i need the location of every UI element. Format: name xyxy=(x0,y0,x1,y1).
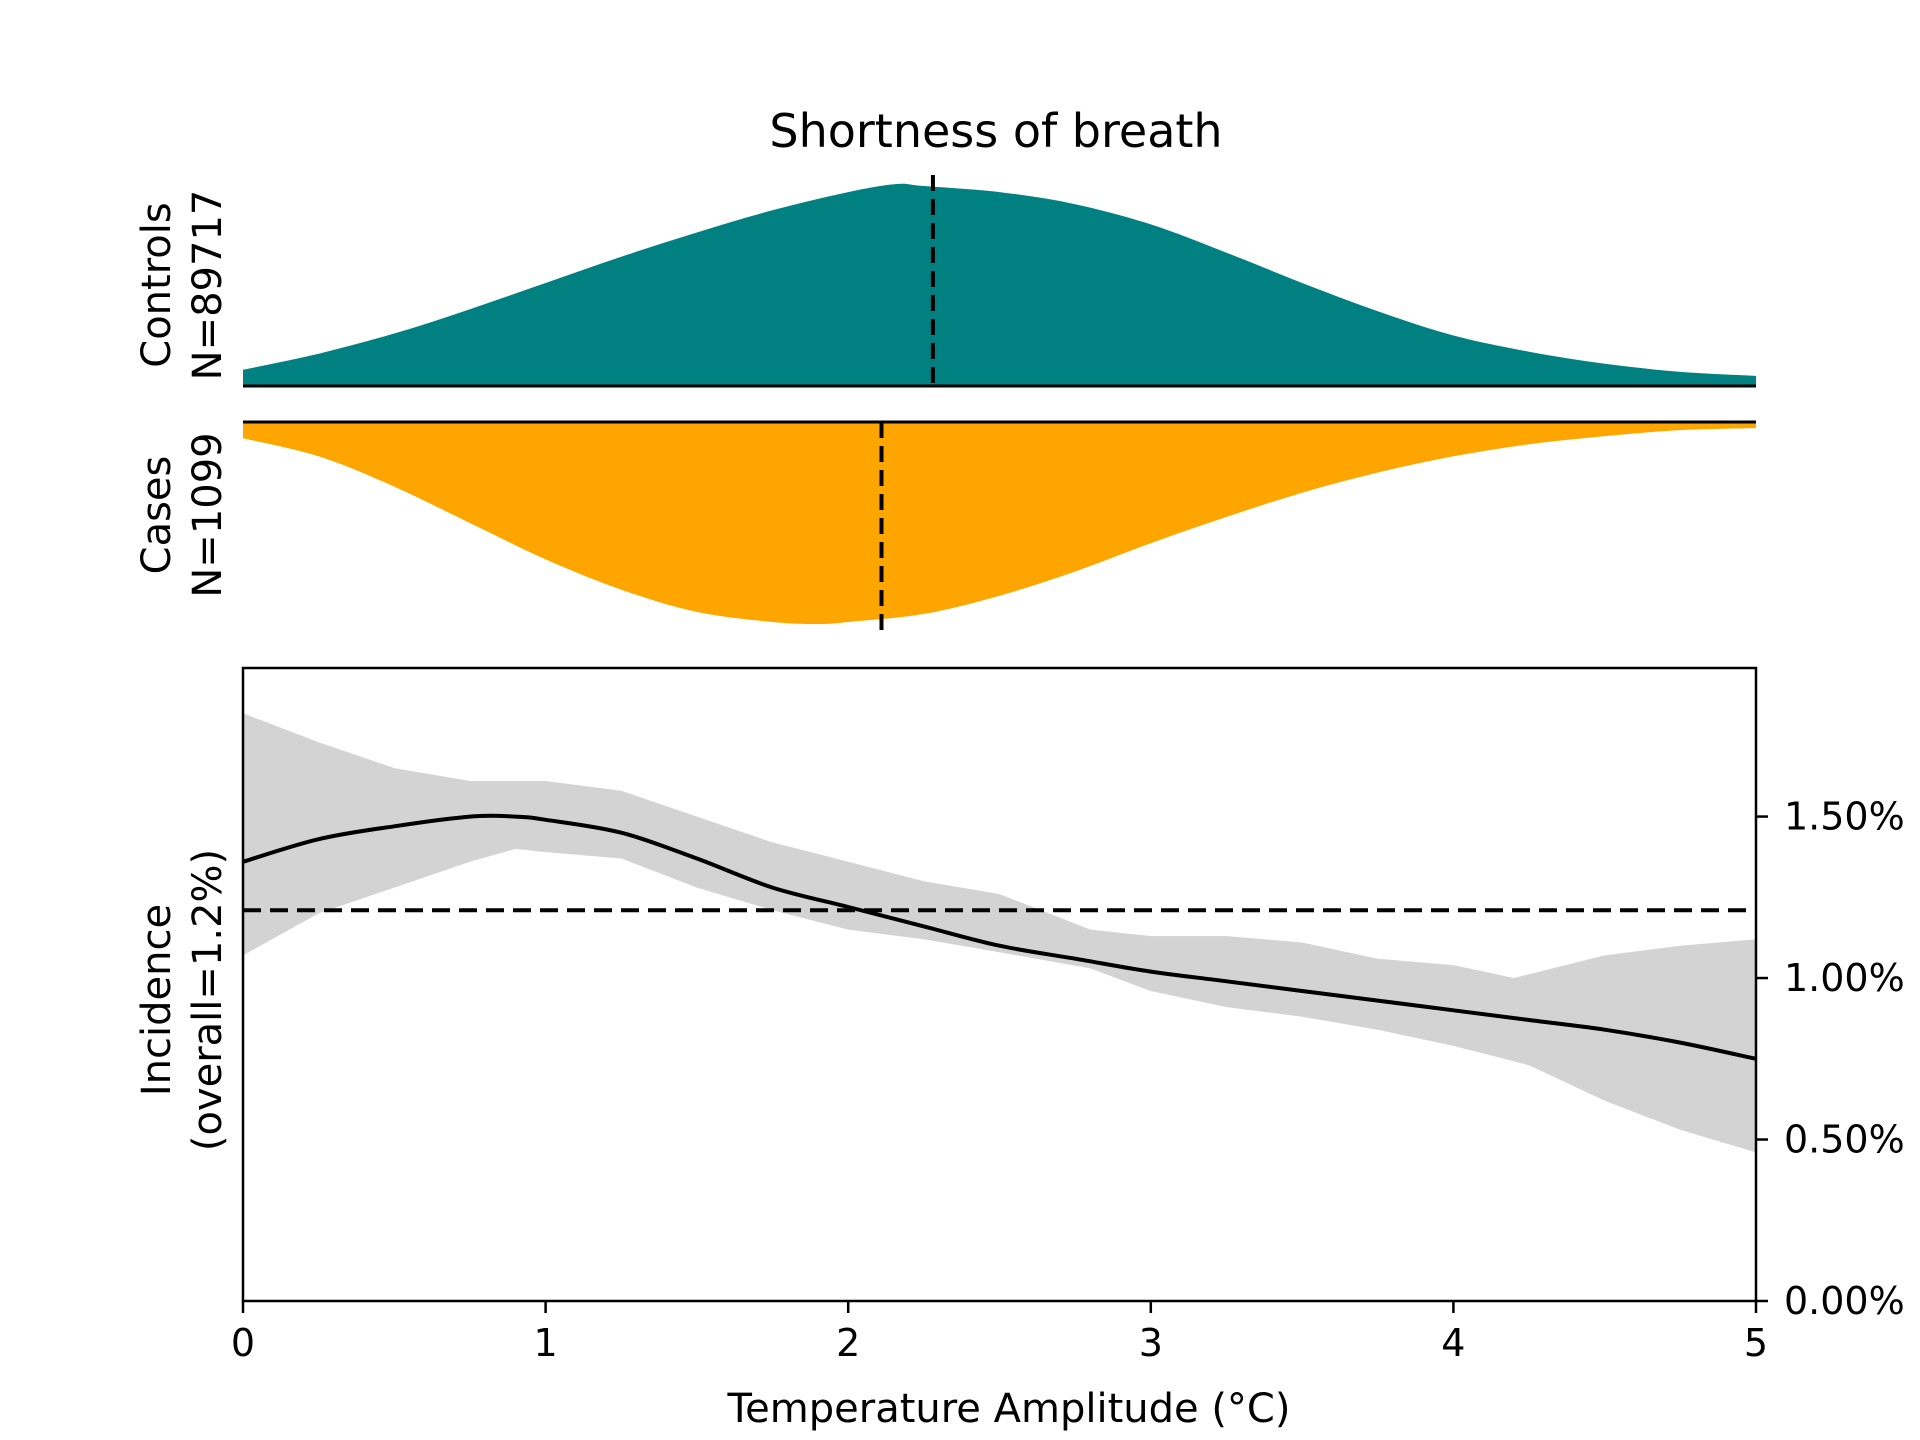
confidence-band xyxy=(243,713,1756,1153)
cases-panel: Cases N=1099 xyxy=(134,420,1756,632)
y-tick-label: 0.50% xyxy=(1784,1118,1905,1162)
controls-panel: Controls N=89717 xyxy=(134,175,1756,388)
x-tick-label: 1 xyxy=(534,1321,558,1365)
incidence-axes-frame xyxy=(241,666,1758,1303)
y-tick-label: 1.00% xyxy=(1784,956,1905,1000)
x-tick-label: 3 xyxy=(1139,1321,1163,1365)
cases-count: N=1099 xyxy=(185,432,231,597)
x-tick-label: 0 xyxy=(231,1321,255,1365)
chart-title: Shortness of breath xyxy=(769,104,1222,158)
incidence-ylabel: Incidence xyxy=(134,904,180,1096)
y-tick-label: 0.00% xyxy=(1784,1279,1905,1323)
x-tick-label: 5 xyxy=(1744,1321,1768,1365)
x-axis-label: Temperature Amplitude (°C) xyxy=(727,1386,1291,1432)
y-axis-ticks: 0.00% 0.50% 1.00% 1.50% xyxy=(1756,795,1905,1323)
incidence-estimate-line xyxy=(242,813,1757,1061)
x-tick-label: 2 xyxy=(836,1321,860,1365)
incidence-ylabel-overall: (overall=1.2%) xyxy=(185,849,231,1151)
x-tick-label: 4 xyxy=(1441,1321,1465,1365)
controls-label: Controls xyxy=(134,202,180,367)
controls-density-area xyxy=(243,183,1756,386)
cases-density-area xyxy=(243,422,1756,624)
y-tick-label: 1.50% xyxy=(1784,795,1905,839)
cases-label: Cases xyxy=(134,456,180,575)
incidence-panel: 0 1 2 3 4 5 0.00% 0.50% 1.00% 1.50% Incidence (o… xyxy=(134,666,1905,1432)
x-axis-ticks: 0 1 2 3 4 5 xyxy=(231,1301,1768,1365)
controls-count: N=89717 xyxy=(185,190,231,381)
